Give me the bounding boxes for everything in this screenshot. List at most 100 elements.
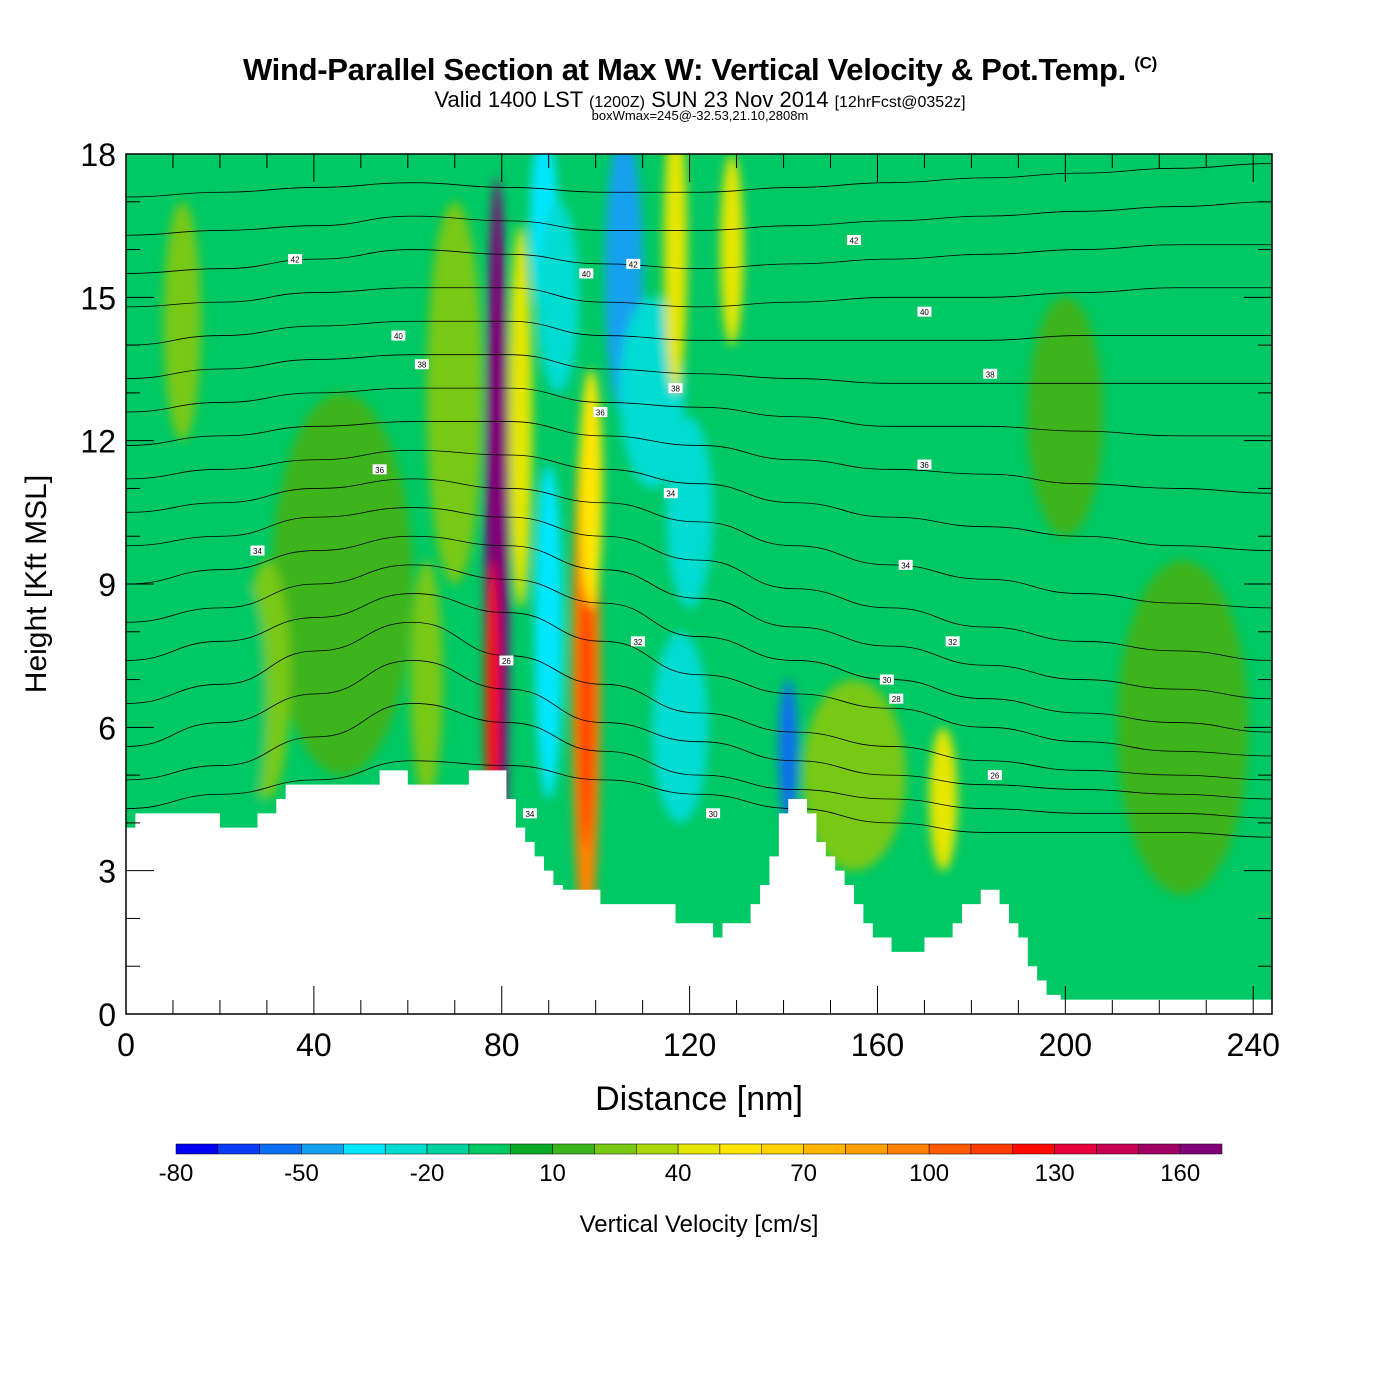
- theta-contour: [126, 593, 1272, 757]
- theta-label: 30: [706, 808, 721, 819]
- velocity-cell: [426, 201, 483, 584]
- chart-subtitle-box-wmax: boxWmax=245@-32.53,21.10,2808m: [591, 108, 809, 123]
- x-tick-label: 0: [117, 1027, 135, 1063]
- theta-label-text: 42: [850, 237, 859, 246]
- velocity-cell: [1117, 560, 1249, 895]
- velocity-cell: [271, 392, 413, 776]
- colorbar-swatch: [635, 1143, 679, 1155]
- theta-label: 38: [668, 383, 683, 394]
- colorbar-swatch: [1096, 1143, 1139, 1155]
- theta-contour: [126, 660, 1272, 800]
- theta-label-text: 28: [892, 695, 901, 704]
- subtitle-forecast: [12hrFcst@0352z]: [834, 94, 966, 111]
- colorbar-swatch: [175, 1143, 219, 1155]
- theta-contour: [126, 564, 1272, 733]
- velocity-cell: [929, 727, 958, 871]
- theta-label-text: 34: [253, 547, 262, 556]
- theta-label-text: 34: [525, 810, 534, 819]
- colorbar-swatch: [803, 1143, 846, 1155]
- colorbar-label: Vertical Velocity [cm/s]: [580, 1211, 819, 1238]
- colorbar-swatch: [552, 1143, 595, 1155]
- theta-contour: [126, 621, 1272, 781]
- colorbar-swatch: [845, 1143, 888, 1155]
- theta-contour: [126, 287, 1272, 308]
- velocity-cell: [229, 584, 267, 823]
- subtitle-utc: (1200Z): [588, 94, 645, 111]
- theta-label: 26: [987, 770, 1002, 781]
- theta-label: 42: [288, 254, 303, 265]
- velocity-cell: [579, 560, 594, 847]
- x-tick-label: 160: [851, 1027, 904, 1063]
- chart-subtitle: Valid 1400 LST (1200Z) SUN 23 Nov 2014 […: [0, 87, 1400, 113]
- theta-label: 28: [889, 693, 904, 704]
- theta-label-text: 42: [291, 256, 300, 265]
- velocity-cell: [508, 225, 533, 608]
- colorbar-swatch: [301, 1143, 344, 1155]
- theta-label-text: 30: [709, 810, 718, 819]
- colorbar-tick-label: 40: [665, 1160, 692, 1187]
- theta-label-text: 38: [986, 370, 995, 379]
- colorbar-tick-label: 160: [1160, 1160, 1200, 1187]
- x-tick-label: 240: [1227, 1027, 1280, 1063]
- theta-contour: [126, 478, 1272, 609]
- theta-contour: [126, 163, 1272, 198]
- colorbar-swatch: [384, 1143, 428, 1155]
- velocity-cell: [534, 464, 563, 799]
- colorbar-tick-label: 10: [539, 1160, 566, 1187]
- theta-label-text: 38: [671, 385, 680, 394]
- colorbar-swatch: [761, 1143, 804, 1155]
- y-tick-label: 6: [98, 710, 116, 746]
- x-tick-label: 120: [663, 1027, 716, 1063]
- colorbar-tick-label: 70: [790, 1160, 817, 1187]
- colorbar-swatch: [594, 1143, 637, 1155]
- theta-label: 34: [898, 559, 913, 570]
- theta-label: 26: [499, 655, 514, 666]
- colorbar-tick-label: -80: [159, 1160, 194, 1187]
- colorbar-tick-label: -20: [410, 1160, 445, 1187]
- theta-contour: [126, 354, 1272, 384]
- theta-contour: [126, 387, 1272, 437]
- theta-label-text: 38: [417, 361, 426, 370]
- theta-contour: [126, 421, 1272, 494]
- theta-label-text: 34: [901, 561, 910, 570]
- theta-label-text: 32: [948, 638, 957, 647]
- theta-label: 42: [626, 258, 641, 269]
- colorbar-swatch: [510, 1143, 553, 1155]
- theta-label: 30: [879, 674, 894, 685]
- theta-contour: [126, 320, 1272, 346]
- colorbar-tick-label: 100: [909, 1160, 949, 1187]
- velocity-cell: [579, 369, 603, 608]
- colorbar-tick-label: 130: [1035, 1160, 1075, 1187]
- theta-label-text: 32: [633, 638, 642, 647]
- theta-contour: [126, 244, 1272, 274]
- theta-label-text: 36: [596, 409, 605, 418]
- colorbar-swatch: [970, 1143, 1014, 1155]
- colorbar-swatch: [887, 1143, 930, 1155]
- colorbar-swatch: [468, 1143, 511, 1155]
- x-tick-label: 200: [1039, 1027, 1092, 1063]
- x-tick-label: 80: [484, 1027, 520, 1063]
- y-tick-label: 15: [80, 280, 116, 316]
- y-tick-label: 12: [80, 424, 116, 460]
- terrain-mask: [126, 770, 1272, 1014]
- colorbar-swatch: [343, 1143, 386, 1155]
- chart-title-text: Wind-Parallel Section at Max W: Vertical…: [243, 52, 1126, 87]
- theta-contour: [126, 535, 1272, 700]
- theta-label: 38: [414, 359, 429, 370]
- x-tick-label: 40: [296, 1027, 332, 1063]
- colorbar-swatch: [1012, 1143, 1055, 1155]
- y-axis-label: Height [Kft MSL]: [20, 475, 53, 693]
- theta-label: 38: [983, 368, 998, 379]
- theta-label-text: 26: [990, 772, 999, 781]
- velocity-cell: [720, 154, 744, 346]
- colorbar-swatch: [1054, 1143, 1097, 1155]
- y-tick-label: 9: [98, 567, 116, 603]
- theta-contour: [126, 449, 1272, 551]
- colorbar-swatch: [259, 1143, 302, 1155]
- colorbar-swatch: [677, 1143, 721, 1155]
- theta-label-text: 30: [882, 676, 891, 685]
- theta-label-text: 40: [920, 308, 929, 317]
- theta-label-text: 36: [375, 466, 384, 475]
- chart-title: Wind-Parallel Section at Max W: Vertical…: [0, 52, 1400, 88]
- theta-label: 36: [372, 464, 387, 475]
